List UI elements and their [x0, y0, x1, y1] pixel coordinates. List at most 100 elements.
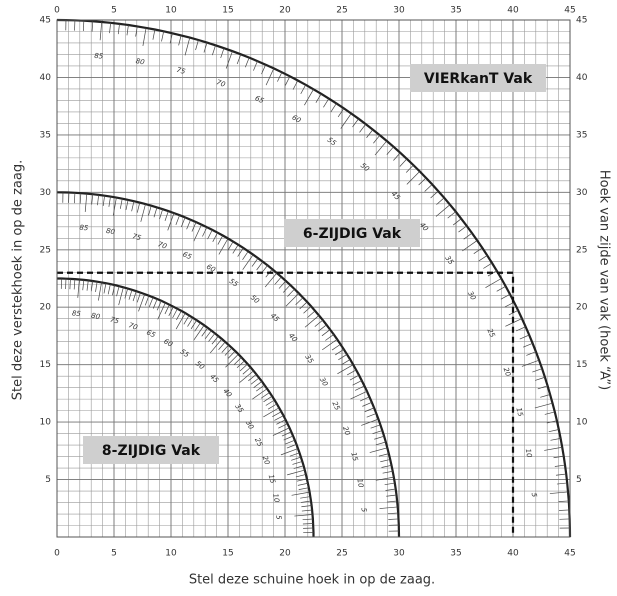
scale-label: 55 — [326, 136, 338, 148]
scale-label: 10 — [355, 478, 365, 489]
scale-tick — [287, 470, 305, 475]
y-tick-label: 20 — [40, 303, 52, 313]
scale-tick — [388, 519, 398, 520]
scale-tick — [194, 325, 204, 340]
scale-tick — [210, 339, 222, 353]
scale-tick — [251, 378, 259, 384]
scale-tick — [176, 215, 180, 225]
scale-tick — [425, 184, 433, 191]
scale-label: 60 — [162, 337, 174, 349]
scale-tick — [299, 488, 309, 490]
scale-tick — [92, 194, 93, 204]
scale-tick — [335, 349, 344, 355]
scale-tick — [165, 305, 169, 314]
scale-tick — [179, 35, 181, 45]
scale-tick — [485, 279, 501, 288]
x-tick-label: 30 — [393, 549, 405, 559]
scale-label: 15 — [267, 474, 277, 485]
scale-tick — [141, 204, 146, 222]
scale-tick — [237, 54, 241, 64]
scale-label: 40 — [287, 332, 299, 344]
scale-tick — [301, 85, 306, 94]
scale-label: 75 — [109, 316, 120, 326]
scale-label: 45 — [208, 373, 220, 385]
scale-label: 85 — [79, 224, 89, 233]
scale-tick — [208, 230, 213, 239]
scale-tick — [302, 510, 312, 511]
scale-tick — [119, 287, 124, 305]
scale-label: 45 — [390, 190, 402, 202]
scale-tick — [74, 193, 75, 203]
y2-tick-label: 5 — [576, 475, 582, 485]
scale-label: 55 — [179, 348, 191, 360]
scale-label: 65 — [181, 250, 193, 261]
scale-tick — [293, 81, 298, 90]
scale-tick — [300, 302, 308, 309]
y2-tick-label: 10 — [576, 418, 588, 428]
x-tick-label: 25 — [336, 549, 347, 559]
scale-label: 35 — [443, 254, 455, 266]
y2-tick-label: 15 — [576, 360, 587, 370]
y-tick-label: 25 — [40, 245, 51, 255]
scale-tick — [176, 313, 185, 329]
scale-tick — [268, 404, 277, 409]
scale-tick — [228, 242, 233, 251]
scale-tick — [316, 94, 321, 103]
scale-tick — [282, 432, 291, 436]
scale-tick — [303, 523, 313, 524]
scale-label: 75 — [131, 232, 142, 242]
scale-tick — [274, 416, 283, 421]
scale-tick — [78, 279, 80, 297]
scale-tick — [266, 400, 275, 405]
scale-tick — [325, 334, 333, 340]
scale-tick — [137, 293, 140, 303]
scale-tick — [331, 103, 337, 112]
scale-tick — [96, 282, 98, 292]
x-tick-label: 40 — [507, 549, 519, 559]
scale-tick — [254, 381, 262, 387]
scale-label: 75 — [176, 66, 187, 76]
scale-tick — [453, 219, 461, 225]
scale-tick — [380, 507, 398, 509]
scale-label: 5 — [530, 492, 538, 498]
scale-tick — [233, 245, 238, 254]
scale-label: 65 — [254, 94, 266, 105]
scale-tick — [540, 394, 550, 397]
scale-tick — [153, 29, 155, 39]
scale-label: 25 — [485, 327, 496, 339]
scale-label: 80 — [91, 312, 102, 322]
scale-tick — [497, 286, 506, 291]
scale-label: 40 — [221, 387, 233, 399]
x-tick-label-top: 20 — [279, 6, 291, 16]
scale-tick — [173, 309, 178, 318]
scale-tick — [367, 130, 373, 138]
scale-label: 30 — [244, 419, 256, 431]
scale-tick — [555, 465, 565, 466]
scale-tick — [287, 289, 294, 296]
scale-tick — [355, 386, 364, 391]
scale-label: 85 — [94, 52, 104, 61]
scale-label: 85 — [72, 309, 82, 318]
scale-tick — [70, 279, 71, 289]
scale-tick — [266, 68, 274, 85]
scale-tick — [187, 318, 192, 327]
scale-tick — [386, 489, 396, 490]
y-tick-label: 15 — [40, 360, 51, 370]
x-tick-label-top: 5 — [111, 6, 117, 16]
scale-tick — [158, 303, 166, 320]
scale-tick — [315, 320, 323, 327]
x-tick-label: 10 — [165, 549, 177, 559]
scale-tick — [376, 442, 386, 445]
x-tick-label-top: 0 — [54, 6, 60, 16]
scale-tick — [157, 301, 161, 310]
scale-tick — [132, 201, 134, 211]
y2-axis-title: Hoek van zijde van vak (hoek “A”) — [597, 170, 612, 390]
scale-label: 80 — [135, 57, 146, 67]
scale-tick — [479, 255, 488, 261]
scale-tick — [373, 135, 379, 143]
scale-tick — [296, 298, 303, 305]
scale-tick — [162, 31, 164, 41]
scale-tick — [406, 165, 413, 172]
scale-tick — [373, 430, 383, 433]
